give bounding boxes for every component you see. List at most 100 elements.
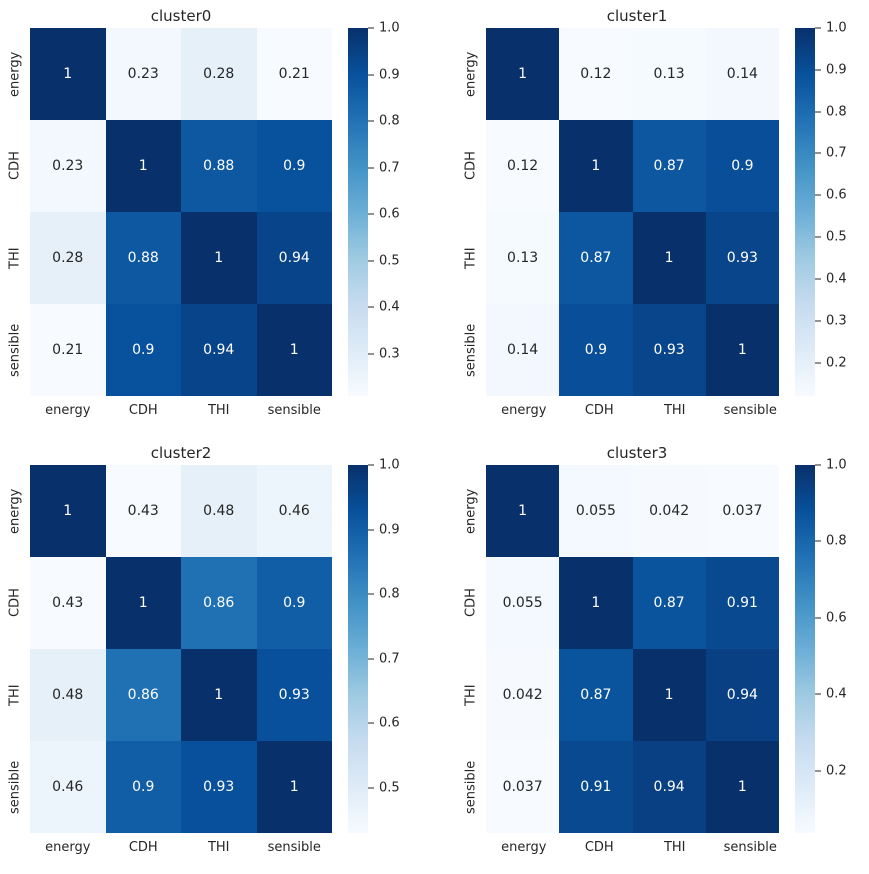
y-tick-label: CDH [463, 588, 479, 618]
colorbar-tick-mark [368, 306, 374, 308]
colorbar-tick-label: 1.0 [379, 457, 400, 473]
colorbar-tick: 0.5 [368, 780, 400, 795]
heatmap-cell: 1 [705, 741, 779, 833]
colorbar-tick-mark [815, 152, 821, 154]
colorbar-tick-mark [368, 658, 374, 660]
colorbar-tick-label: 1.0 [826, 457, 847, 473]
heatmap-cell: 0.055 [486, 557, 560, 649]
heatmap-cell: 0.48 [30, 649, 106, 741]
x-tick-label: energy [501, 403, 547, 418]
colorbar-tick-mark [815, 69, 821, 71]
colorbar-tick-mark [368, 27, 374, 29]
colorbar-tick-label: 0.8 [826, 533, 847, 549]
colorbar-tick-label: 0.7 [826, 145, 847, 161]
heatmap-cell: 0.28 [181, 28, 257, 120]
colorbar-ticks: 1.0 0.9 0.8 0.7 0.6 0.5 0.4 0.3 0.2 [815, 21, 869, 396]
colorbar-tick-label: 0.6 [379, 715, 400, 731]
colorbar-tick: 0.7 [368, 160, 400, 175]
heatmap-grid: 1 0.23 0.28 0.21 0.23 1 0.88 0.9 0.28 0.88 1 0.94 0.… [30, 28, 332, 396]
colorbar-tick-mark [815, 320, 821, 322]
heatmap-grid: 1 0.43 0.48 0.46 0.43 1 0.86 0.9 0.48 0.86 1 0.93 0.… [30, 465, 332, 833]
y-tick-label: energy [463, 51, 479, 97]
heatmap-cell: 0.13 [486, 212, 560, 304]
colorbar-tick-mark [815, 194, 821, 196]
heatmap-cell: 1 [105, 557, 181, 649]
heatmap-cell: 0.21 [30, 304, 106, 396]
colorbar-tick: 1.0 [368, 21, 400, 36]
heatmap-cell: 0.94 [181, 304, 257, 396]
x-tick-label: sensible [267, 403, 321, 418]
x-axis-labels: energy CDH THI sensible [30, 833, 332, 861]
colorbar-tick: 0.4 [368, 300, 400, 315]
colorbar-tick: 0.3 [368, 347, 400, 362]
chart-title: cluster2 [150, 444, 212, 462]
colorbar-tick: 0.4 [815, 687, 847, 702]
x-tick-label: energy [501, 840, 547, 855]
colorbar-tick: 0.8 [815, 534, 847, 549]
heatmap-cell: 0.94 [256, 212, 332, 304]
y-tick-label: sensible [463, 323, 479, 377]
heatmap-cell: 1 [256, 304, 332, 396]
x-tick-label: CDH [584, 403, 614, 418]
colorbar-gradient [348, 28, 368, 396]
colorbar-tick: 1.0 [368, 458, 400, 473]
colorbar-tick-label: 1.0 [379, 20, 400, 36]
heatmap-cell: 0.86 [105, 649, 181, 741]
colorbar-tick: 0.3 [815, 313, 847, 328]
colorbar-tick: 0.5 [368, 253, 400, 268]
colorbar-tick-mark [368, 353, 374, 355]
colorbar-tick: 0.7 [368, 651, 400, 666]
colorbar-tick: 0.6 [815, 188, 847, 203]
colorbar-tick-label: 0.8 [379, 113, 400, 129]
colorbar-tick-label: 0.6 [826, 187, 847, 203]
y-tick-label: sensible [463, 760, 479, 814]
heatmap-panel-cluster1: cluster1 energy CDH THI sensible 1 0.12 0.13 0… [434, 0, 869, 437]
y-tick-label: sensible [7, 323, 23, 377]
colorbar-tick: 0.9 [815, 62, 847, 77]
heatmap-cell: 1 [559, 120, 633, 212]
heatmap-cell: 0.21 [256, 28, 332, 120]
plot-body: energy CDH THI sensible 1 0.055 0.042 0.037 0.0… [456, 458, 869, 833]
heatmap-cell: 1 [559, 557, 633, 649]
x-tick-label: sensible [267, 840, 321, 855]
x-tick-label: THI [663, 840, 686, 855]
colorbar-tick: 0.8 [368, 587, 400, 602]
colorbar-tick-label: 0.5 [826, 229, 847, 245]
colorbar-tick-label: 0.5 [379, 253, 400, 269]
heatmap-cell: 1 [486, 465, 560, 557]
heatmap-cell: 0.43 [105, 465, 181, 557]
heatmap-cell: 0.12 [559, 28, 633, 120]
colorbar-tick-mark [368, 260, 374, 262]
heatmap-cell: 0.9 [105, 741, 181, 833]
heatmap-cell: 0.13 [632, 28, 706, 120]
x-axis-labels: energy CDH THI sensible [30, 396, 332, 424]
heatmap-cell: 0.9 [705, 120, 779, 212]
heatmap-cell: 0.037 [705, 465, 779, 557]
x-tick-label: CDH [584, 840, 614, 855]
colorbar-tick: 0.4 [815, 271, 847, 286]
heatmap-cell: 0.94 [705, 649, 779, 741]
colorbar-tick-mark [368, 464, 374, 466]
heatmap-cell: 0.23 [30, 120, 106, 212]
colorbar-tick-mark [368, 529, 374, 531]
heatmap-cell: 0.88 [181, 120, 257, 212]
colorbar-tick-label: 0.6 [379, 206, 400, 222]
colorbar-tick-label: 0.4 [826, 686, 847, 702]
heatmap-cell: 1 [486, 28, 560, 120]
colorbar-tick: 0.2 [815, 763, 847, 778]
colorbar-tick-label: 0.3 [379, 346, 400, 362]
colorbar-tick-label: 0.2 [826, 355, 847, 371]
heatmap-cell: 1 [105, 120, 181, 212]
colorbar-tick-label: 0.3 [826, 313, 847, 329]
y-tick-label: CDH [7, 151, 23, 181]
y-tick-label: energy [463, 488, 479, 534]
colorbar-tick: 0.9 [368, 67, 400, 82]
colorbar-tick-mark [815, 236, 821, 238]
colorbar-tick-label: 0.9 [379, 67, 400, 83]
colorbar-tick-mark [368, 167, 374, 169]
chart-title: cluster0 [150, 7, 212, 25]
colorbar-tick-mark [815, 693, 821, 695]
colorbar-tick: 1.0 [815, 458, 847, 473]
colorbar-tick-mark [815, 464, 821, 466]
colorbar-tick: 0.6 [368, 716, 400, 731]
